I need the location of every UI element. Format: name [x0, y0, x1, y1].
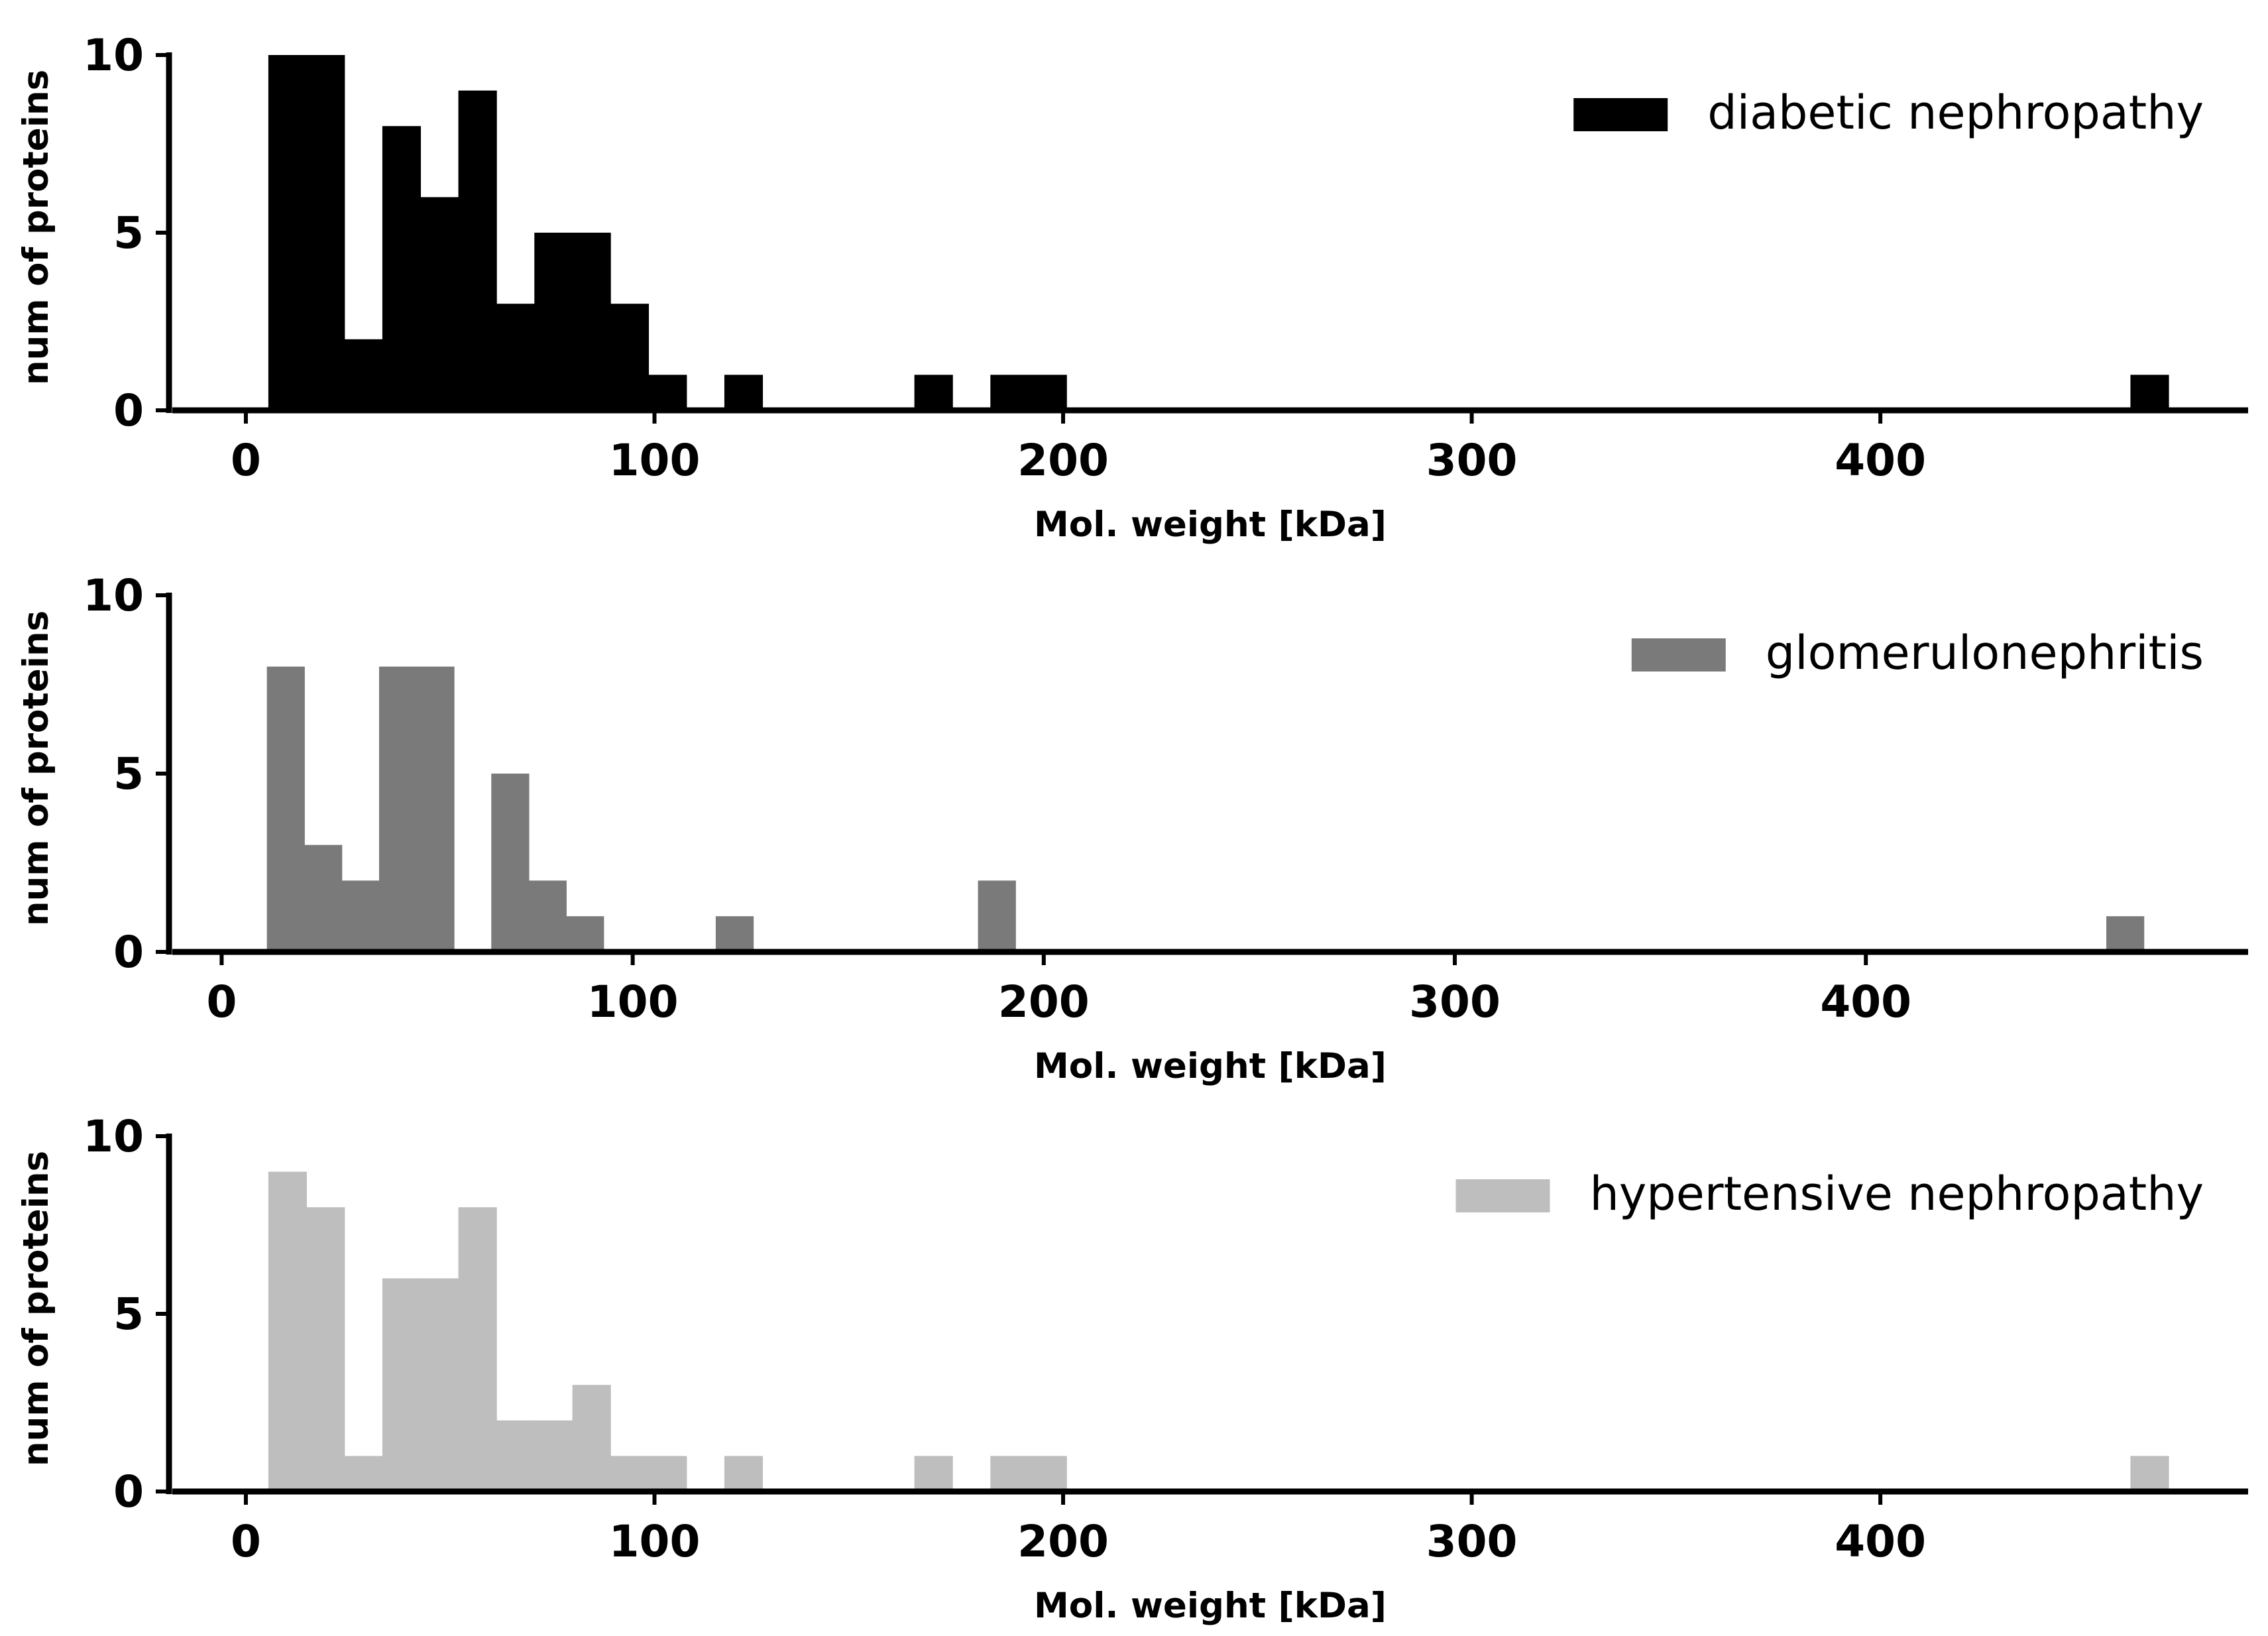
bar-2-6 — [491, 774, 530, 952]
y-axis-label: num of proteins — [16, 1151, 56, 1466]
x-tick-label: 200 — [1017, 1516, 1109, 1567]
x-tick-label: 400 — [1835, 435, 1926, 486]
legend-label: glomerulonephritis — [1766, 626, 2204, 680]
bar-1-6 — [458, 90, 497, 410]
bar-1-14 — [990, 375, 1029, 410]
bar-2-5 — [416, 666, 455, 952]
x-tick-label: 100 — [587, 976, 679, 1027]
y-tick-label: 10 — [83, 570, 144, 621]
legend-swatch — [1573, 98, 1668, 131]
bar-1-9 — [572, 233, 611, 410]
x-tick-label: 100 — [609, 1516, 701, 1567]
legend: diabetic nephropathy — [1573, 86, 2204, 140]
legend-swatch — [1455, 1179, 1550, 1212]
bar-3-12 — [724, 1456, 764, 1491]
bar-3-5 — [420, 1278, 459, 1491]
legend-swatch — [1631, 638, 1726, 672]
bar-1-12 — [724, 375, 764, 410]
legend-label: hypertensive nephropathy — [1590, 1167, 2204, 1221]
bar-2-9 — [715, 916, 754, 952]
x-axis-label: Mol. weight [kDa] — [1034, 1046, 1387, 1086]
bar-1-4 — [382, 126, 422, 410]
bar-2-3 — [341, 880, 380, 952]
bar-3-11 — [648, 1456, 687, 1491]
x-tick-label: 300 — [1426, 435, 1518, 486]
bar-1-1 — [268, 55, 308, 410]
y-tick-label: 5 — [113, 207, 144, 259]
y-tick-label: 5 — [113, 1289, 144, 1340]
bar-1-3 — [344, 339, 383, 410]
bar-3-16 — [2130, 1456, 2169, 1491]
y-tick-label: 0 — [113, 927, 144, 978]
bar-1-13 — [914, 375, 953, 410]
bar-3-10 — [610, 1456, 650, 1491]
bar-3-9 — [572, 1385, 611, 1491]
legend-label: diabetic nephropathy — [1707, 86, 2204, 140]
bar-2-10 — [978, 880, 1016, 952]
bar-2-8 — [566, 916, 604, 952]
bar-3-14 — [990, 1456, 1029, 1491]
bar-1-5 — [420, 197, 459, 410]
y-axis-label: num of proteins — [16, 70, 56, 385]
bar-1-10 — [610, 304, 650, 410]
y-tick-label: 5 — [113, 748, 144, 799]
bar-2-2 — [304, 845, 343, 952]
bar-2-4 — [378, 666, 418, 952]
x-axis-label: Mol. weight [kDa] — [1034, 504, 1387, 545]
bar-3-13 — [914, 1456, 953, 1491]
y-axis-label: num of proteins — [16, 611, 56, 926]
legend: hypertensive nephropathy — [1455, 1167, 2204, 1221]
x-axis-label: Mol. weight [kDa] — [1034, 1586, 1387, 1626]
bar-1-15 — [1028, 375, 1067, 410]
bar-3-8 — [534, 1420, 573, 1491]
bar-1-16 — [2130, 375, 2169, 410]
bar-1-11 — [648, 375, 687, 410]
bar-3-6 — [458, 1207, 497, 1491]
bar-3-1 — [268, 1171, 308, 1491]
x-tick-label: 300 — [1409, 976, 1501, 1027]
bar-2-11 — [2106, 916, 2145, 952]
bar-3-15 — [1028, 1456, 1067, 1491]
x-tick-label: 0 — [231, 435, 261, 486]
x-tick-label: 300 — [1426, 1516, 1518, 1567]
bar-1-7 — [496, 304, 536, 410]
x-tick-label: 400 — [1820, 976, 1911, 1027]
x-tick-label: 0 — [231, 1516, 261, 1567]
bar-3-3 — [344, 1456, 383, 1491]
bar-2-7 — [528, 880, 567, 952]
bar-2-1 — [266, 666, 305, 952]
bar-3-7 — [496, 1420, 536, 1491]
bar-3-2 — [306, 1207, 345, 1491]
legend: glomerulonephritis — [1631, 626, 2204, 680]
y-tick-label: 0 — [113, 385, 144, 436]
x-tick-label: 100 — [609, 435, 701, 486]
bar-3-4 — [382, 1278, 422, 1491]
x-tick-label: 200 — [998, 976, 1090, 1027]
x-tick-label: 400 — [1835, 1516, 1926, 1567]
x-tick-label: 0 — [206, 976, 237, 1027]
bar-1-2 — [306, 55, 345, 410]
y-tick-label: 0 — [113, 1466, 144, 1517]
bar-1-8 — [534, 233, 573, 410]
x-tick-label: 200 — [1017, 435, 1109, 486]
y-tick-label: 10 — [83, 1111, 144, 1162]
y-tick-label: 10 — [83, 30, 144, 81]
